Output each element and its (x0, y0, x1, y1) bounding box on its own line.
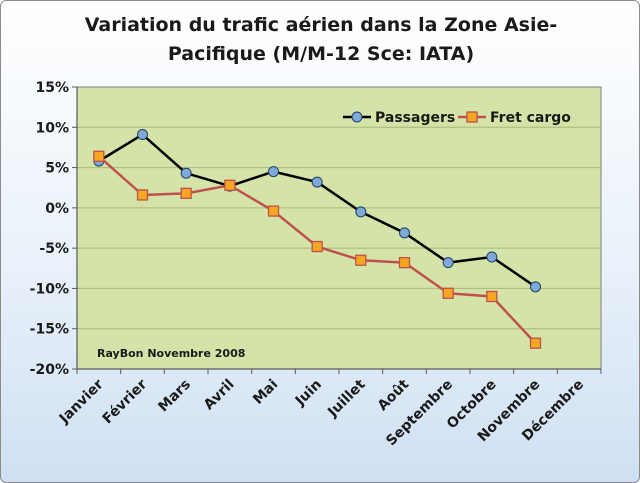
data-point (180, 167, 192, 179)
x-tick-label: Août (375, 376, 413, 414)
data-point (267, 205, 280, 217)
y-tick-label: -20% (30, 362, 69, 378)
y-tick-label: -10% (30, 281, 69, 297)
data-point (398, 256, 411, 269)
y-tick-label: 10% (35, 120, 69, 136)
x-tick-label: Février (100, 376, 151, 427)
x-tick-label: Mars (155, 377, 194, 416)
legend-marker (351, 111, 363, 123)
data-point (268, 166, 279, 178)
y-tick-label: -15% (30, 322, 69, 338)
data-point (311, 240, 323, 253)
legend-label: Fret cargo (490, 110, 571, 126)
y-tick-label: 0% (45, 201, 69, 217)
legend-marker (466, 111, 478, 123)
x-tick-label: Juillet (324, 376, 369, 421)
x-tick-label: Juin (292, 377, 325, 410)
data-point (399, 227, 410, 239)
data-point (442, 287, 454, 299)
plot-area (76, 86, 602, 370)
data-point (486, 290, 498, 303)
y-tick-label: -5% (39, 241, 69, 257)
data-point (311, 176, 323, 188)
data-point (93, 150, 105, 162)
legend-label: Passagers (375, 110, 455, 126)
chart-title: Variation du trafic aérien dans la Zone … (84, 14, 558, 65)
data-point (530, 281, 541, 293)
data-point (136, 189, 149, 201)
data-point (137, 129, 148, 141)
data-point (355, 254, 367, 266)
annotation: RayBon Novembre 2008 (97, 347, 245, 360)
data-point (180, 187, 192, 200)
data-point (355, 206, 367, 218)
data-point (442, 257, 454, 269)
x-tick-label: Janvier (56, 376, 107, 427)
y-tick-label: 15% (35, 80, 69, 96)
data-point (486, 251, 498, 263)
data-point (529, 337, 542, 349)
x-tick-label: Mai (250, 377, 281, 408)
data-point (224, 179, 236, 191)
y-tick-label: 5% (45, 161, 69, 177)
x-tick-label: Avril (201, 377, 238, 414)
